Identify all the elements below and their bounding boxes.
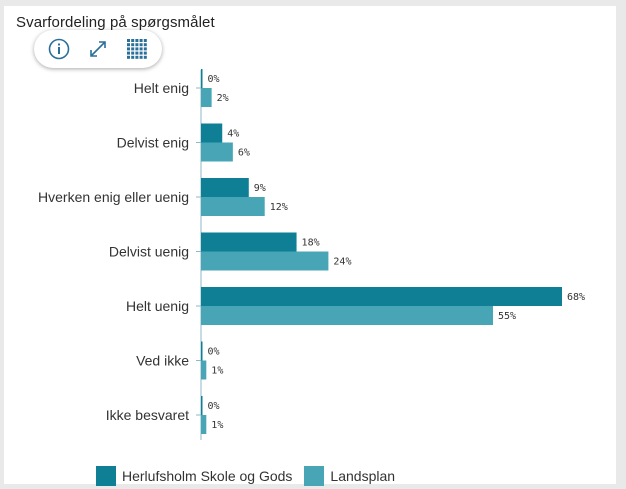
bar[interactable] xyxy=(201,69,203,88)
category-label: Delvist enig xyxy=(117,135,189,151)
chart-legend: Herlufsholm Skole og Gods Landsplan xyxy=(96,466,407,486)
expand-icon[interactable] xyxy=(83,34,113,64)
bar[interactable] xyxy=(201,287,562,306)
data-label: 0% xyxy=(208,74,220,85)
bar[interactable] xyxy=(201,88,212,107)
data-label: 9% xyxy=(254,183,266,194)
data-label: 4% xyxy=(227,129,239,140)
chart-toolbar xyxy=(34,30,162,68)
data-label: 2% xyxy=(217,93,229,104)
bar[interactable] xyxy=(201,360,207,380)
category-label: Hverken enig eller uenig xyxy=(38,189,189,205)
chart-panel xyxy=(4,6,616,484)
legend-swatch xyxy=(304,466,325,486)
bar[interactable] xyxy=(201,123,223,143)
bar[interactable] xyxy=(201,341,203,361)
category-label: Helt enig xyxy=(134,80,189,96)
category-label: Delvist uenig xyxy=(109,244,189,260)
bar[interactable] xyxy=(201,197,265,216)
table-grid-icon[interactable] xyxy=(122,34,152,64)
data-label: 1% xyxy=(211,420,223,431)
bar[interactable] xyxy=(201,396,203,415)
legend-label: Herlufsholm Skole og Gods xyxy=(122,468,293,484)
data-label: 24% xyxy=(333,257,351,268)
data-label: 55% xyxy=(498,311,516,322)
info-icon[interactable] xyxy=(44,34,74,64)
data-label: 12% xyxy=(270,202,288,213)
chart-title: Svarfordeling på spørgsmålet xyxy=(16,14,215,31)
legend-item[interactable]: Landsplan xyxy=(304,466,395,486)
bar[interactable] xyxy=(201,142,233,162)
bar[interactable] xyxy=(201,415,207,434)
legend-item[interactable]: Herlufsholm Skole og Gods xyxy=(96,466,292,486)
data-label: 0% xyxy=(208,401,220,412)
data-label: 1% xyxy=(211,366,223,377)
legend-label: Landsplan xyxy=(330,468,396,484)
bar[interactable] xyxy=(201,251,329,271)
bar[interactable] xyxy=(201,306,493,325)
category-label: Helt uenig xyxy=(126,298,189,314)
category-label: Ikke besvaret xyxy=(106,407,189,423)
category-label: Ved ikke xyxy=(136,353,189,369)
data-label: 68% xyxy=(567,292,585,303)
data-label: 6% xyxy=(238,148,250,159)
bar[interactable] xyxy=(201,178,249,197)
bar[interactable] xyxy=(201,232,297,252)
data-label: 18% xyxy=(302,238,320,249)
legend-swatch xyxy=(96,466,116,486)
data-label: 0% xyxy=(208,347,220,358)
